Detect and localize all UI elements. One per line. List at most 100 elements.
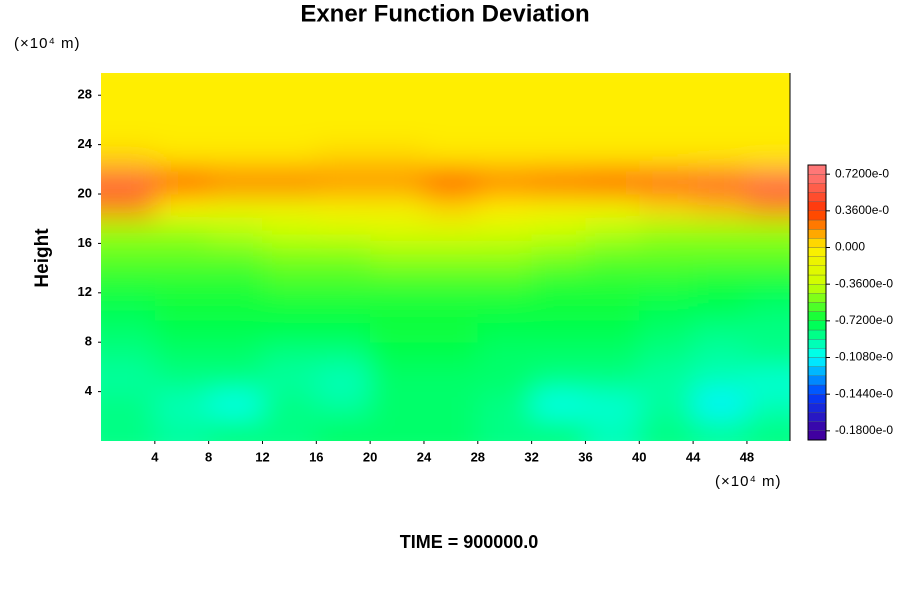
- contour-cell: [262, 243, 317, 269]
- contour-cell: [101, 194, 156, 220]
- contour-cell: [585, 416, 640, 441]
- x-tick-label: 48: [740, 449, 754, 464]
- contour-cell: [423, 268, 479, 294]
- contour-cell: [639, 194, 694, 220]
- contour-cell: [423, 73, 479, 96]
- contour-cell: [316, 95, 371, 121]
- contour-cell: [639, 342, 694, 368]
- contour-cell: [154, 243, 210, 269]
- contour-cell: [154, 268, 210, 294]
- contour-cell: [208, 268, 263, 294]
- contour-cell: [693, 144, 748, 170]
- plot-area: [101, 73, 790, 441]
- contour-cell: [370, 366, 425, 393]
- contour-cell: [154, 119, 210, 146]
- contour-cell: [316, 268, 371, 294]
- contour-cell: [423, 292, 479, 319]
- contour-cell: [423, 342, 479, 368]
- contour-cell: [746, 366, 790, 393]
- contour-cell: [639, 169, 694, 195]
- contour-cell: [585, 342, 640, 368]
- contour-cell: [316, 391, 371, 417]
- contour-cell: [101, 268, 156, 294]
- y-axis-label: Height: [32, 228, 53, 288]
- contour-cell: [746, 243, 790, 269]
- x-tick-label: 20: [363, 449, 377, 464]
- contour-cell: [370, 416, 425, 441]
- contour-cell: [477, 169, 533, 195]
- contour-cell: [746, 342, 790, 368]
- contour-cell: [262, 194, 317, 220]
- contour-cell: [531, 73, 586, 96]
- colorbar-label: 0.000: [835, 240, 865, 254]
- contour-cell: [208, 95, 263, 121]
- contour-cell: [693, 317, 748, 343]
- contour-cell: [693, 268, 748, 294]
- colorbar-band: [807, 384, 827, 395]
- contour-cell: [477, 194, 533, 220]
- contour-cell: [370, 317, 425, 343]
- contour-cell: [101, 73, 156, 96]
- contour-cell: [531, 416, 586, 441]
- contour-cell: [746, 73, 790, 96]
- contour-cell: [693, 366, 748, 393]
- contour-cell: [585, 95, 640, 121]
- contour-cell: [316, 73, 371, 96]
- contour-cell: [423, 243, 479, 269]
- contour-cell: [208, 144, 263, 170]
- contour-cell: [370, 218, 425, 244]
- colorbar-band: [807, 403, 827, 413]
- contour-cell: [477, 317, 533, 343]
- contour-cell: [370, 73, 425, 96]
- contour-cell: [585, 268, 640, 294]
- colorbar-band: [807, 183, 827, 193]
- contour-cell: [370, 243, 425, 269]
- colorbar-band: [807, 192, 827, 202]
- contour-cell: [370, 169, 425, 195]
- colorbar-band: [807, 348, 827, 358]
- contour-cell: [154, 366, 210, 393]
- contour-cell: [746, 416, 790, 441]
- contour-cell: [262, 95, 317, 121]
- colorbar-band: [807, 201, 827, 211]
- contour-cell: [531, 119, 586, 146]
- contour-cell: [639, 95, 694, 121]
- contour-cell: [208, 292, 263, 319]
- colorbar-band: [807, 430, 827, 441]
- contour-cell: [531, 292, 586, 319]
- contour-cell: [531, 391, 586, 417]
- contour-cell: [746, 268, 790, 294]
- colorbar-band: [807, 357, 827, 367]
- contour-cell: [101, 342, 156, 368]
- colorbar-band: [807, 164, 827, 175]
- contour-cell: [370, 342, 425, 368]
- contour-cell: [531, 169, 586, 195]
- contour-cell: [531, 95, 586, 121]
- contour-cell: [531, 342, 586, 368]
- contour-cell: [154, 218, 210, 244]
- contour-cell: [746, 194, 790, 220]
- contour-cell: [477, 243, 533, 269]
- contour-cell: [531, 144, 586, 170]
- contour-cell: [585, 73, 640, 96]
- contour-cell: [316, 144, 371, 170]
- colorbar-band: [807, 320, 827, 331]
- contour-cell: [639, 416, 694, 441]
- contour-cell: [477, 366, 533, 393]
- colorbar-band: [807, 238, 827, 248]
- contour-cell: [423, 218, 479, 244]
- contour-cell: [262, 317, 317, 343]
- contour-cell: [477, 95, 533, 121]
- contour-cell: [101, 416, 156, 441]
- colorbar-frame: [807, 164, 827, 441]
- x-tick-label: 44: [686, 449, 701, 464]
- contour-cell: [639, 391, 694, 417]
- contour-cell: [693, 342, 748, 368]
- colorbar-band: [807, 302, 827, 312]
- colorbar-band: [807, 329, 827, 340]
- contour-cell: [262, 73, 317, 96]
- x-tick-label: 28: [471, 449, 485, 464]
- contour-cell: [746, 119, 790, 146]
- contour-cell: [370, 268, 425, 294]
- time-label: TIME = 900000.0: [400, 532, 539, 552]
